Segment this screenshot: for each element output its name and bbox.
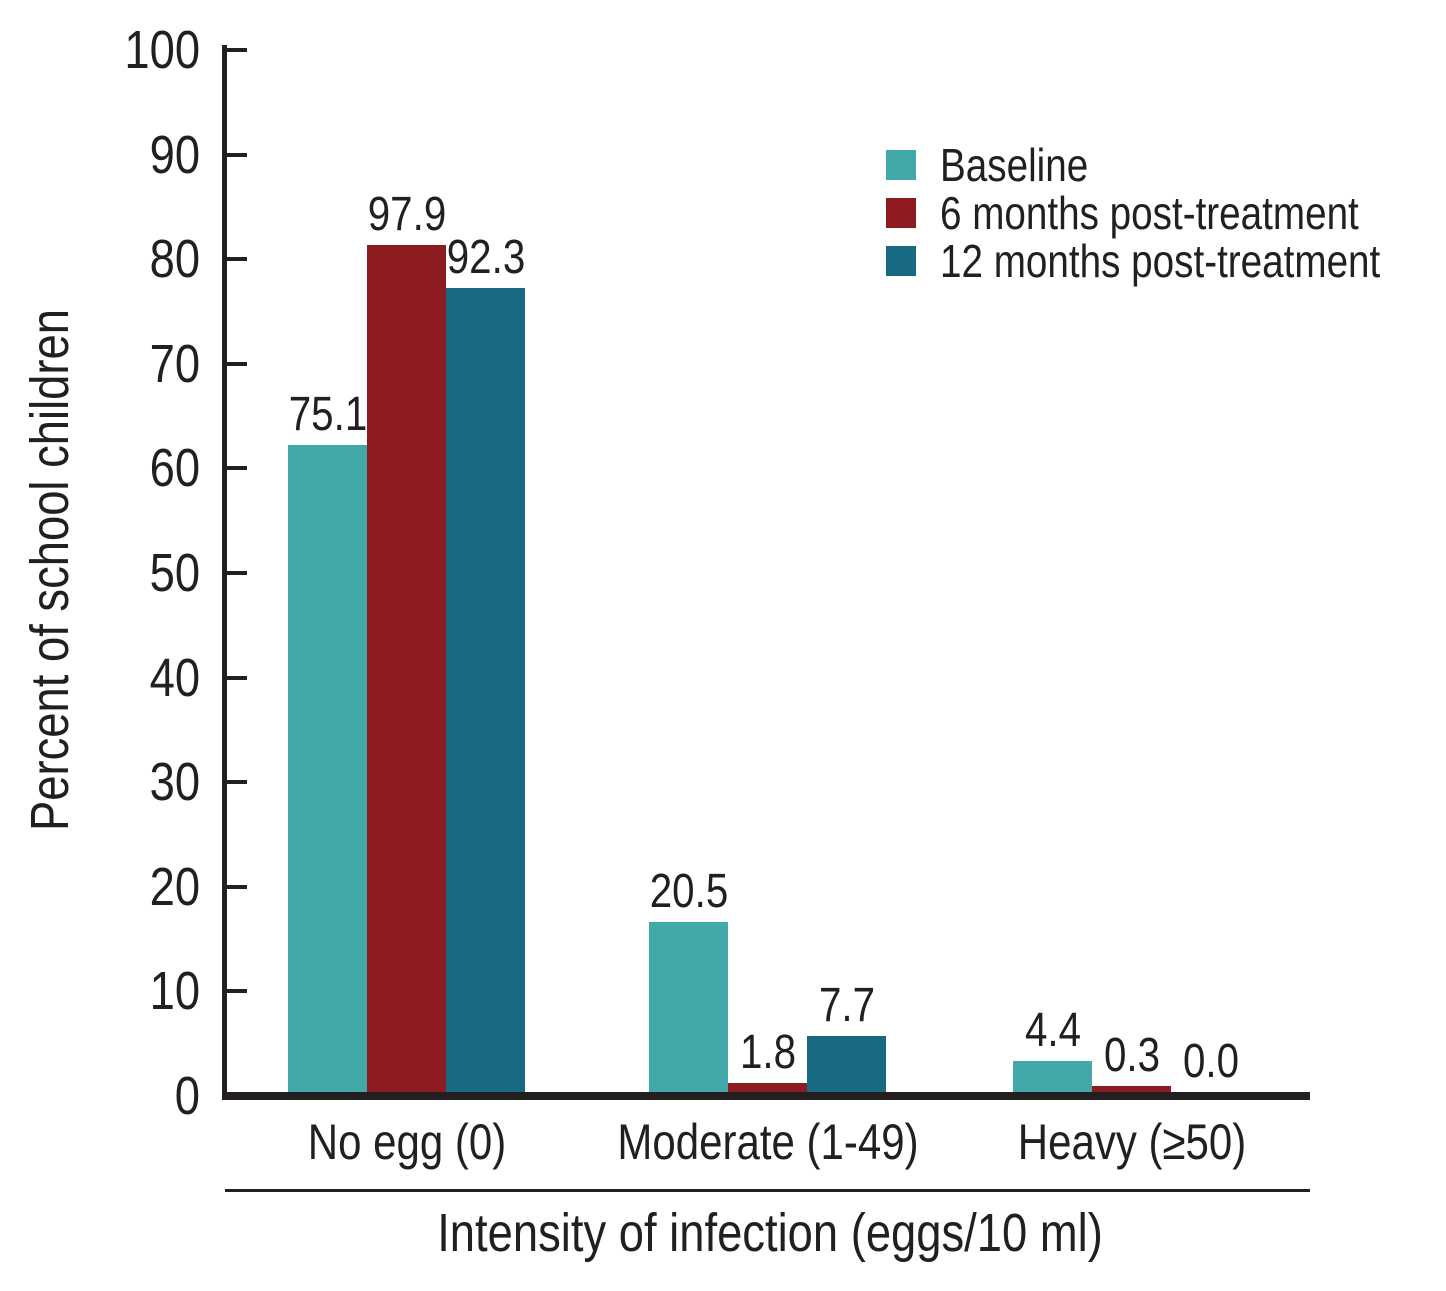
y-tick-label-10: 10 [0,964,200,1018]
y-tick-70 [227,361,247,366]
y-tick-label-70: 70 [0,337,200,391]
bar-baseline-moderate-1-49 [649,921,728,1092]
value-label-text-baseline-moderate-1-49: 20.5 [649,864,728,918]
y-tick-40 [227,675,247,680]
value-label-baseline-heavy-50: 4.4 [1019,1003,1086,1057]
legend-swatch-6-months-post-treatment [886,198,916,228]
category-label-no-egg-0: No egg (0) [288,1117,524,1167]
y-tick-label-20: 20 [0,860,200,914]
y-tick-100 [227,48,247,52]
x-axis-divider-line [225,1189,1310,1192]
value-label-12-months-post-treatment-moderate-1-49: 7.7 [813,978,880,1032]
bar-baseline-no-egg-0 [288,444,367,1092]
y-tick-label-text-80: 80 [149,229,200,290]
legend-label-text-12-months-post-treatment: 12 months post-treatment [940,235,1381,287]
legend-label-12-months-post-treatment: 12 months post-treatment [940,238,1446,284]
legend-label-6-months-post-treatment: 6 months post-treatment [940,190,1439,236]
y-tick-80 [227,257,247,262]
legend-label-baseline: Baseline [940,142,1116,188]
x-axis-title-text: Intensity of infection (eggs/10 ml) [437,1203,1103,1263]
x-axis-title: Intensity of infection (eggs/10 ml) [374,1206,1166,1260]
y-tick-label-text-60: 60 [149,438,200,499]
bar-6-months-post-treatment-heavy-50 [1092,1085,1171,1092]
y-tick-label-text-90: 90 [149,124,200,185]
y-tick-50 [227,571,247,575]
y-tick-label-40: 40 [0,651,200,705]
y-tick-90 [227,152,247,157]
bar-12-months-post-treatment-no-egg-0 [446,287,525,1092]
value-label-6-months-post-treatment-heavy-50: 0.3 [1098,1028,1165,1082]
legend-swatch-baseline [886,150,916,180]
y-tick-label-text-70: 70 [149,333,200,394]
y-tick-label-text-100: 100 [124,20,200,80]
y-tick-label-80: 80 [0,232,200,286]
value-label-text-12-months-post-treatment-moderate-1-49: 7.7 [818,978,875,1032]
legend-label-text-baseline: Baseline [940,139,1089,191]
y-tick-label-text-10: 10 [149,961,200,1022]
value-label-text-baseline-no-egg-0: 75.1 [288,387,367,441]
value-label-text-6-months-post-treatment-heavy-50: 0.3 [1103,1028,1160,1082]
bar-12-months-post-treatment-moderate-1-49 [807,1035,886,1092]
y-tick-label-30: 30 [0,755,200,809]
bar-6-months-post-treatment-moderate-1-49 [728,1082,807,1092]
legend-row-baseline: Baseline [886,141,1446,189]
y-tick-label-text-40: 40 [149,647,200,708]
legend-label-text-6-months-post-treatment: 6 months post-treatment [940,187,1359,239]
y-tick-60 [227,466,247,471]
category-label-text-moderate-1-49: Moderate (1-49) [616,1114,919,1170]
legend-row-6-months-post-treatment: 6 months post-treatment [886,189,1446,237]
category-label-text-no-egg-0: No egg (0) [307,1114,506,1170]
y-tick-label-text-20: 20 [149,856,200,917]
x-axis-line [222,1092,1310,1100]
value-label-text-6-months-post-treatment-no-egg-0: 97.9 [367,187,446,241]
value-label-baseline-moderate-1-49: 20.5 [642,864,735,918]
legend: Baseline 6 months post-treatment 12 months… [886,141,1446,285]
value-label-12-months-post-treatment-no-egg-0: 92.3 [439,230,532,284]
value-label-6-months-post-treatment-moderate-1-49: 1.8 [734,1025,801,1079]
y-tick-label-50: 50 [0,546,200,600]
category-label-moderate-1-49: Moderate (1-49) [588,1117,947,1167]
y-tick-30 [227,780,247,785]
y-tick-10 [227,989,247,994]
legend-swatch-12-months-post-treatment [886,246,916,276]
y-tick-label-0: 0 [0,1069,200,1123]
y-tick-label-text-30: 30 [149,752,200,813]
value-label-6-months-post-treatment-no-egg-0: 97.9 [360,187,453,241]
y-tick-label-100: 100 [0,23,200,77]
value-label-text-6-months-post-treatment-moderate-1-49: 1.8 [739,1025,796,1079]
bar-baseline-heavy-50 [1013,1060,1092,1092]
category-label-text-heavy-50: Heavy (≥50) [1017,1114,1246,1170]
y-tick-20 [227,884,247,889]
bar-6-months-post-treatment-no-egg-0 [367,244,446,1092]
value-label-text-baseline-heavy-50: 4.4 [1024,1003,1081,1057]
y-tick-label-text-0: 0 [174,1066,200,1126]
y-tick-label-60: 60 [0,441,200,495]
y-tick-label-90: 90 [0,128,200,182]
category-label-heavy-50: Heavy (≥50) [996,1117,1268,1167]
value-label-text-12-months-post-treatment-no-egg-0: 92.3 [446,230,525,284]
y-axis-line [222,45,227,1097]
value-label-12-months-post-treatment-heavy-50: 0.0 [1177,1038,1244,1086]
y-tick-label-text-50: 50 [149,543,200,603]
value-label-baseline-no-egg-0: 75.1 [281,387,374,441]
legend-row-12-months-post-treatment: 12 months post-treatment [886,237,1446,285]
value-label-text-12-months-post-treatment-heavy-50: 0.0 [1182,1035,1239,1088]
